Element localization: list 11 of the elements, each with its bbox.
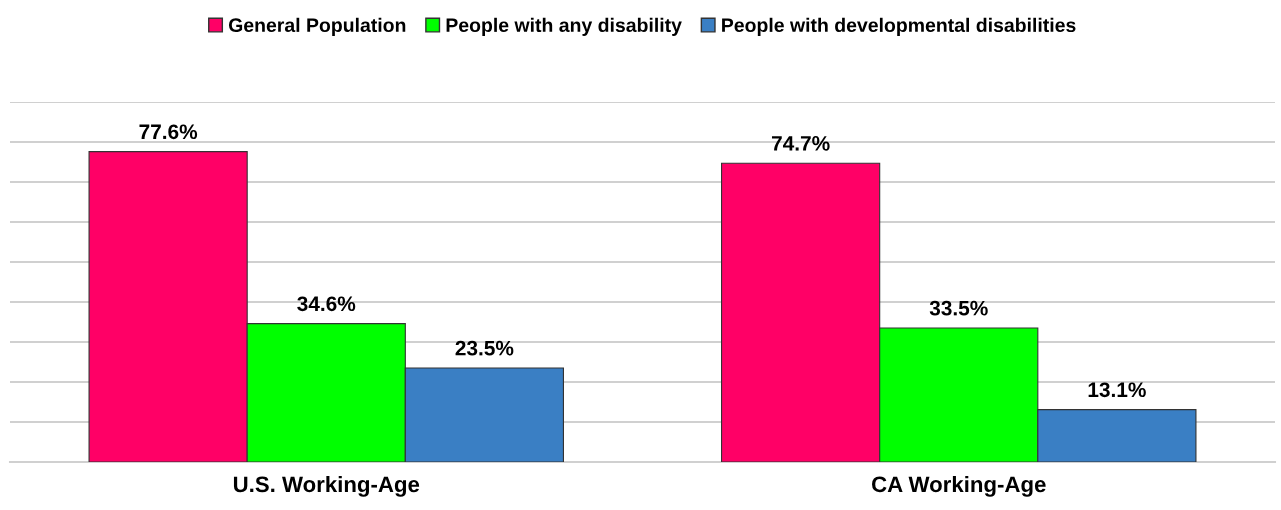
data-label: 13.1%: [1088, 382, 1146, 398]
legend-label: People with any disability: [446, 17, 682, 36]
x-tick-label: CA Working-Age: [872, 475, 1046, 497]
legend-label: People with developmental disabilities: [722, 17, 1076, 36]
x-tick-label: U.S. Working-Age: [233, 475, 420, 497]
data-label: 34.6%: [297, 296, 356, 312]
data-label: 23.5%: [455, 340, 514, 356]
data-label: 33.5%: [929, 300, 988, 316]
data-label: 77.6%: [139, 124, 198, 140]
data-label: 74.7%: [771, 136, 830, 151]
legend-label: General Population: [228, 17, 406, 36]
